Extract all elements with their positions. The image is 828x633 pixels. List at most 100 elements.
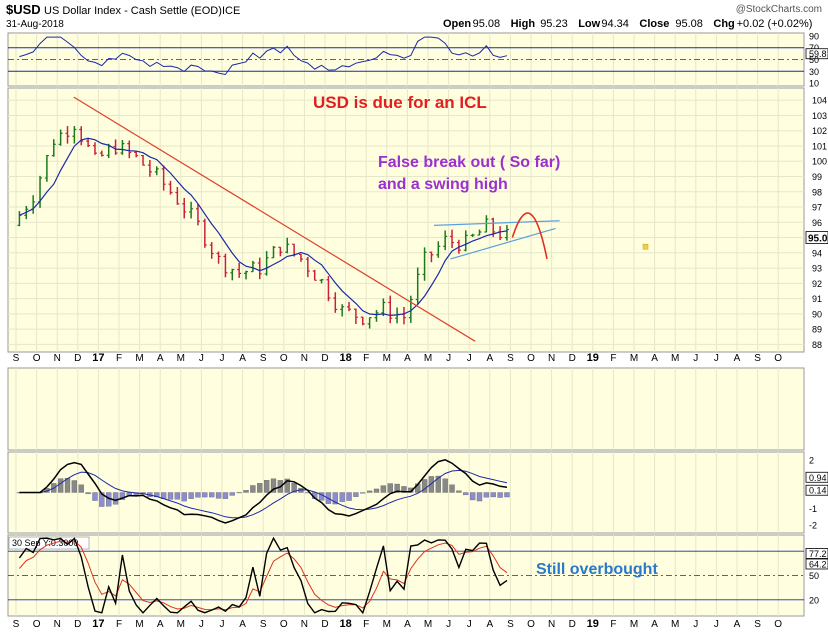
price-tick: 100 [812, 157, 827, 167]
annotation-icl: USD is due for an ICL [313, 93, 487, 112]
month-label: D [74, 353, 81, 364]
ohlc-value: 94.34 [601, 18, 629, 30]
month-label: 19 [587, 352, 599, 364]
month-label: N [548, 619, 555, 630]
month-label: 19 [587, 618, 599, 630]
macd-histogram-bar [483, 492, 490, 498]
annotation-swing-high: and a swing high [378, 176, 508, 193]
month-label: A [651, 353, 658, 364]
macd-histogram-bar [243, 490, 249, 493]
price-tick: 102 [812, 126, 827, 136]
value-box [805, 471, 828, 483]
month-label: F [116, 619, 122, 630]
month-label: J [467, 353, 472, 364]
month-label: S [260, 619, 267, 630]
month-label: A [404, 353, 411, 364]
month-label: J [467, 619, 472, 630]
symbol-title: $USD [6, 2, 41, 17]
rsi-tick: 70 [809, 43, 819, 53]
macd-histogram-bar [209, 492, 215, 498]
value-box [805, 558, 828, 570]
month-label: F [610, 619, 616, 630]
macd-histogram-bar [366, 490, 373, 493]
price-tick: 103 [812, 111, 827, 121]
month-label: J [220, 353, 225, 364]
downtrend-line [73, 96, 476, 342]
price-tick: 94 [812, 248, 822, 258]
stoch-tick: 77.2 [809, 549, 827, 559]
watermark: @StockCharts.com [736, 4, 822, 15]
panel-blank [7, 367, 805, 451]
price-tick: 89 [812, 325, 822, 335]
chart-date: 31-Aug-2018 [6, 19, 64, 30]
ohlc-value: 95.08 [675, 18, 703, 30]
macd-histogram-bar [373, 488, 380, 493]
price-tick: 99 [812, 172, 822, 182]
macd-histogram-bar [71, 480, 78, 493]
month-label: A [651, 619, 658, 630]
price-tick: 98 [812, 187, 822, 197]
ohlc-label: Close [639, 18, 669, 30]
month-label: N [54, 619, 61, 630]
macd-histogram-bar [85, 492, 91, 495]
month-label: S [13, 353, 20, 364]
month-label: M [383, 619, 391, 630]
month-label: A [734, 353, 741, 364]
macd-histogram-bar [263, 480, 270, 493]
stoch-label-box [8, 536, 90, 550]
month-label: S [13, 619, 20, 630]
macd-signal-line [19, 469, 508, 519]
stoch-tick: 64.2 [809, 559, 827, 569]
ohlc-value: 95.08 [473, 18, 501, 30]
macd-tick: -2 [809, 520, 817, 530]
macd-histogram-bar [497, 492, 503, 498]
month-label: N [301, 619, 308, 630]
price-tick: 93 [812, 264, 822, 274]
month-label: F [363, 353, 369, 364]
month-label: O [527, 619, 535, 630]
month-label: M [177, 619, 185, 630]
macd-histogram-bar [332, 492, 338, 505]
price-tick: 90 [812, 309, 822, 319]
macd-histogram-bar [236, 492, 242, 494]
rsi-tick: 30 [809, 67, 819, 77]
month-label: O [33, 353, 41, 364]
month-label: O [774, 619, 782, 630]
price-tick: 101 [812, 141, 827, 151]
month-label: J [446, 619, 451, 630]
macd-histogram-bar [112, 492, 119, 505]
macd-line [19, 459, 508, 524]
macd-histogram-bar [339, 492, 345, 502]
rsi-tick: 90 [809, 31, 819, 41]
macd-histogram-bar [92, 492, 98, 501]
macd-histogram-bar [469, 492, 476, 501]
month-label: 17 [92, 352, 104, 364]
price-tick: 104 [812, 96, 827, 106]
ohlc-value: +0.02 (+0.02%) [737, 18, 813, 30]
month-label: F [610, 353, 616, 364]
month-label: J [220, 619, 225, 630]
macd-histogram-bar [167, 492, 174, 500]
price-tick: 95.0 [808, 234, 828, 245]
stoch-tick: 20 [809, 595, 819, 605]
month-label: D [569, 619, 576, 630]
macd-histogram-bar [449, 484, 455, 493]
month-label: 18 [339, 352, 351, 364]
value-box [805, 484, 828, 496]
macd-histogram-bar [119, 492, 126, 500]
month-label: M [424, 619, 432, 630]
ohlc-readout: Open 95.08 High 95.23 Low 94.34 Close 95.08 Chg +… [443, 18, 812, 30]
macd-histogram-bar [181, 492, 187, 502]
rsi-tick: 10 [809, 79, 819, 89]
macd-tick: 0.94 [809, 473, 827, 483]
month-label: M [671, 353, 679, 364]
macd-histogram-bar [435, 475, 441, 493]
exchange-label: ICE [222, 5, 240, 17]
ohlc-value: 95.23 [540, 18, 568, 30]
instrument-name: US Dollar Index - Cash Settle (EOD) [44, 5, 222, 17]
macd-histogram-bar [346, 492, 352, 501]
macd-histogram-bar [442, 478, 448, 493]
month-label: M [135, 353, 143, 364]
macd-histogram-bar [380, 485, 387, 493]
month-label: A [486, 619, 493, 630]
